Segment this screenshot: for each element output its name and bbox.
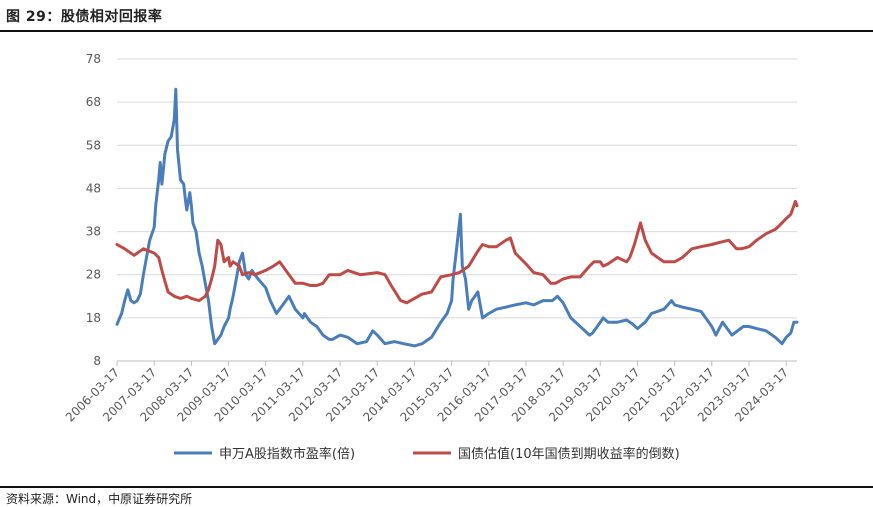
y-tick-label: 8 xyxy=(93,354,101,368)
legend: 申万A股指数市盈率(倍) 国债估值(10年国债到期收益率的倒数) xyxy=(174,446,680,462)
legend-label-1: 申万A股指数市盈率(倍) xyxy=(219,446,355,462)
top-divider xyxy=(0,30,873,32)
line-chart: 8 18 28 38 48 58 68 78 2006-03-172007-03-172008… xyxy=(63,52,799,462)
y-tick-label: 58 xyxy=(86,138,101,152)
y-tick-label: 68 xyxy=(86,95,101,109)
legend-label-2: 国债估值(10年国债到期收益率的倒数) xyxy=(458,446,680,462)
series-line-2 xyxy=(115,199,799,305)
y-axis: 8 18 28 38 48 58 68 78 xyxy=(86,52,101,368)
figure-title: 图 29：股债相对回报率 xyxy=(6,9,163,25)
y-tick-label: 78 xyxy=(86,52,101,66)
series-lines xyxy=(115,87,799,348)
y-tick-label: 18 xyxy=(86,311,101,325)
bottom-divider xyxy=(0,486,873,488)
y-tick-label: 38 xyxy=(86,225,101,239)
y-tick-label: 48 xyxy=(86,181,101,195)
source-note: 资料来源：Wind，中原证券研究所 xyxy=(6,492,193,506)
y-tick-label: 28 xyxy=(86,268,101,282)
series-line-1 xyxy=(115,87,799,348)
gridlines xyxy=(117,58,797,362)
x-axis: 2006-03-172007-03-172008-03-172009-03-17… xyxy=(63,361,791,424)
